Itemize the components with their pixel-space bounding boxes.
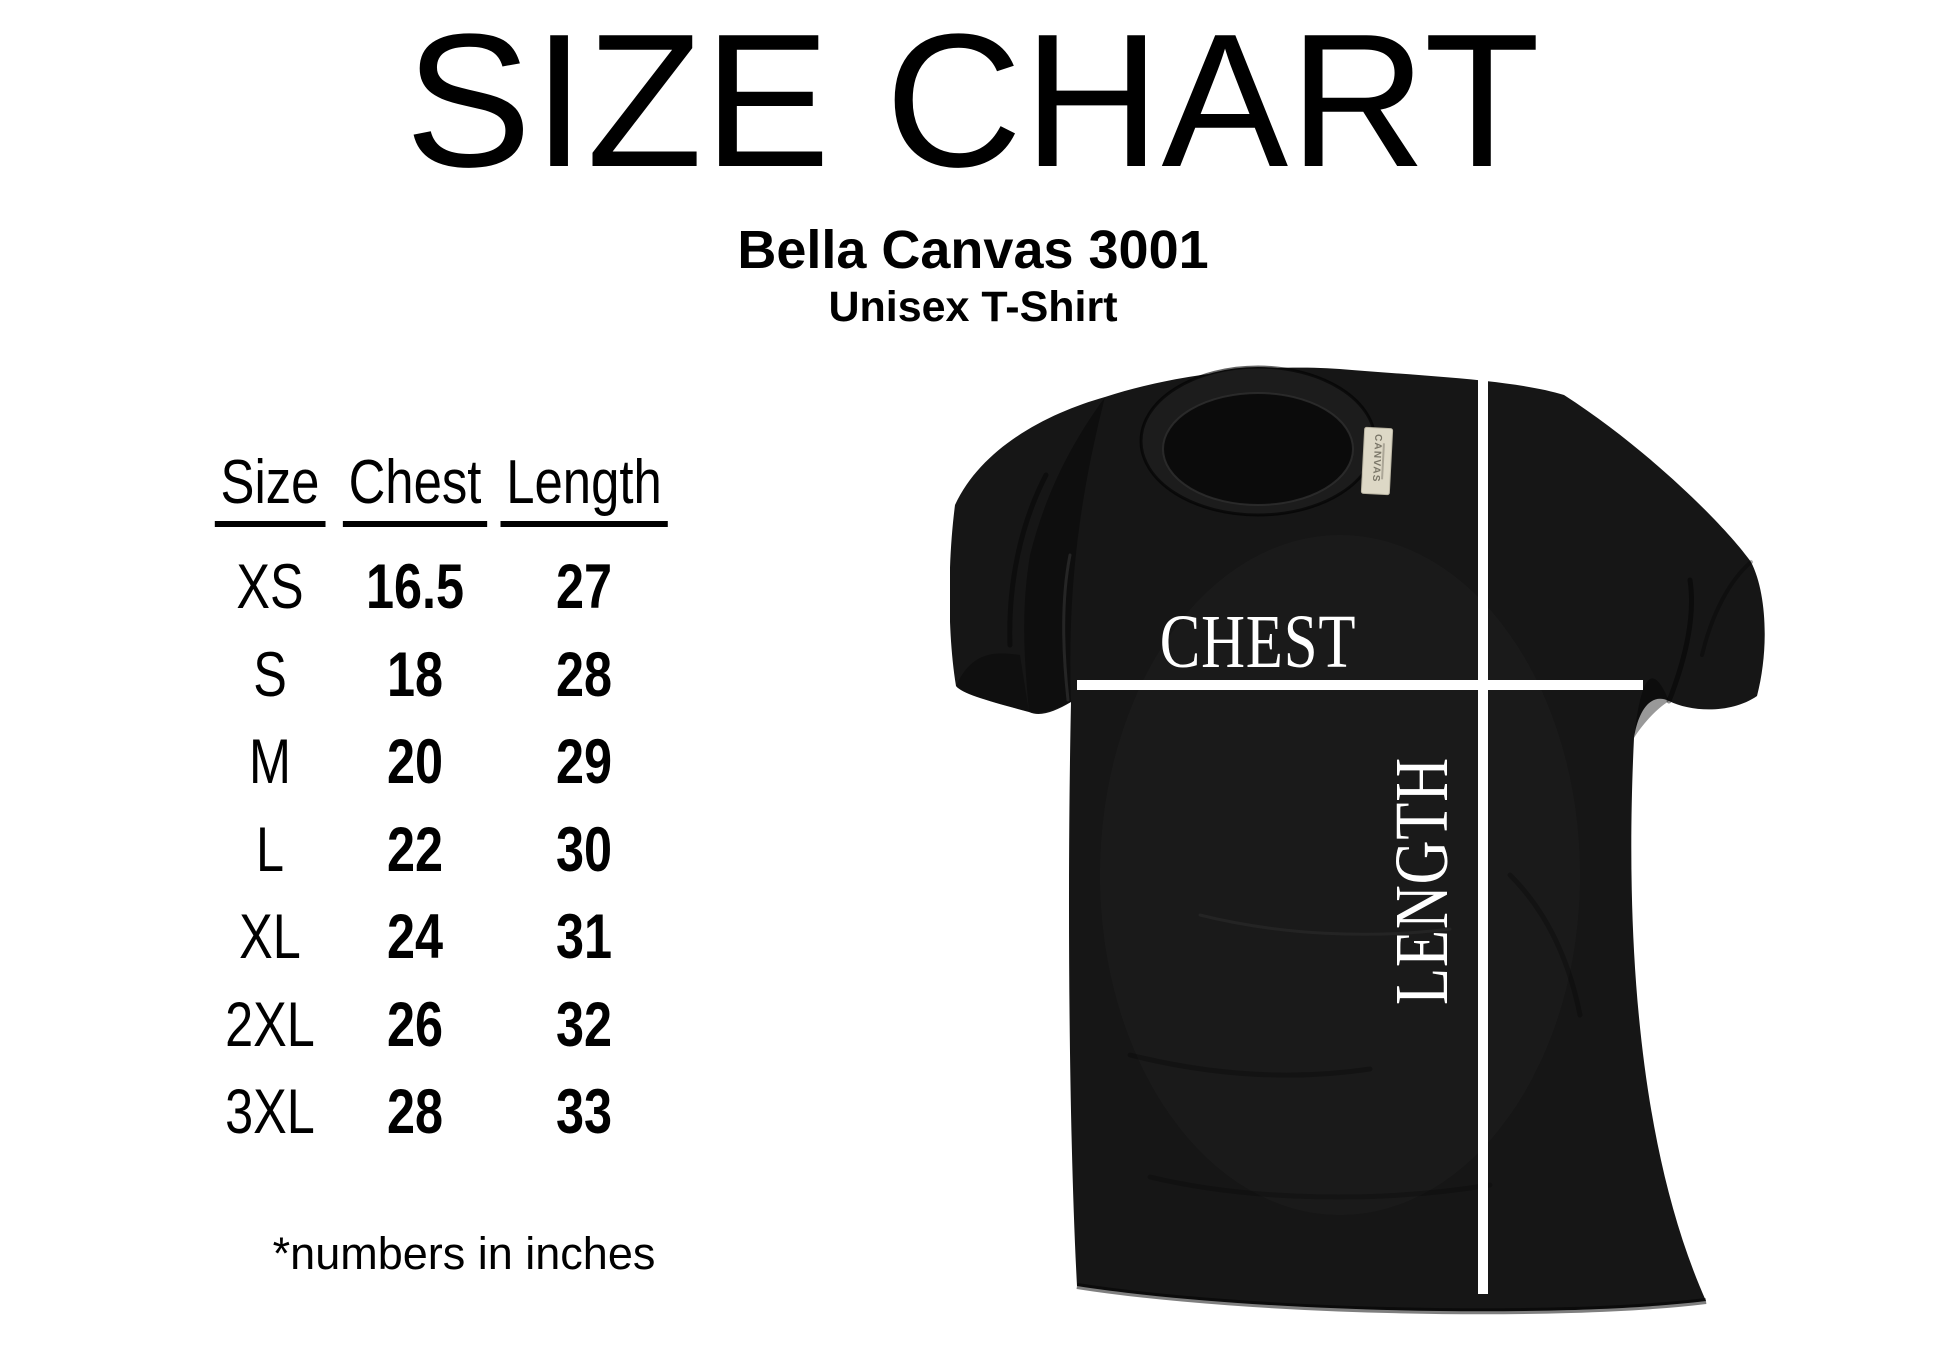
chest-value: 20 (386, 727, 444, 797)
chest-measure-label: CHEST (1160, 600, 1357, 684)
left-cuff-roll-shadow (956, 653, 1029, 712)
neck-opening (1163, 393, 1353, 505)
table-row: 3XL 28 33 (0, 1077, 780, 1166)
tshirt-photo: CANVAS CHEST LENGTH (949, 355, 1946, 1345)
size-label: L (255, 815, 285, 885)
neck-tag-label: CANVAS (1370, 434, 1384, 483)
units-footnote: *numbers in inches (272, 1228, 656, 1279)
collar-inner-seam (1162, 392, 1354, 506)
length-value: 28 (555, 640, 613, 710)
chest-value: 24 (386, 902, 444, 972)
chest-value: 22 (386, 815, 444, 885)
hem-shadow (1076, 1283, 1707, 1315)
length-measure-line (1478, 376, 1488, 1294)
left-sleeve-fold-line (1007, 472, 1049, 648)
table-row: L 22 30 (0, 815, 780, 904)
size-label: XL (239, 902, 301, 972)
size-label: 3XL (225, 1077, 315, 1147)
length-value: 31 (555, 902, 613, 972)
tshirt-graphic: CANVAS CHEST LENGTH (949, 365, 1765, 1315)
neck-tag-small-print (1381, 443, 1385, 480)
length-value: 32 (555, 990, 613, 1060)
chest-value: 26 (386, 990, 444, 1060)
wrinkle (1198, 913, 1452, 936)
size-label: 2XL (225, 990, 315, 1060)
column-header-chest: Chest (342, 452, 488, 527)
column-header-length: Length (500, 452, 668, 527)
length-measure-label: LENGTH (1380, 757, 1464, 1005)
table-row: S 18 28 (0, 640, 780, 729)
column-header-size: Size (214, 452, 326, 527)
product-type: Unisex T-Shirt (828, 283, 1118, 331)
wrinkle (1127, 1052, 1373, 1078)
left-cuff-fold-line (1062, 553, 1072, 702)
wrinkle (1507, 872, 1583, 1018)
left-sleeve-shadow (1024, 397, 1105, 713)
right-sleeve-fold-line (1700, 560, 1753, 657)
size-label: M (249, 727, 291, 797)
table-row: XL 24 31 (0, 902, 780, 991)
page-title: SIZE CHART (404, 0, 1542, 207)
chest-value: 28 (386, 1077, 444, 1147)
right-sleeve-underside-shadow (1634, 678, 1669, 738)
table-row: M 20 29 (0, 727, 780, 816)
fabric-highlight (1100, 535, 1580, 1215)
chest-value: 18 (386, 640, 444, 710)
right-cuff-fold-line (1666, 577, 1694, 704)
chest-measure-line (1077, 680, 1643, 690)
product-name: Bella Canvas 3001 (737, 220, 1209, 280)
length-value: 33 (555, 1077, 613, 1147)
length-value: 29 (555, 727, 613, 797)
size-table-header: Size Chest Length (0, 452, 780, 532)
size-label: S (253, 640, 287, 710)
table-row: 2XL 26 32 (0, 990, 780, 1079)
wrinkle (1147, 1174, 1493, 1200)
neck-tag: CANVAS (1360, 426, 1394, 496)
chest-value: 16.5 (365, 552, 465, 622)
size-label: XS (236, 552, 304, 622)
length-value: 30 (555, 815, 613, 885)
table-row: XS 16.5 27 (0, 552, 780, 641)
length-value: 27 (555, 552, 613, 622)
